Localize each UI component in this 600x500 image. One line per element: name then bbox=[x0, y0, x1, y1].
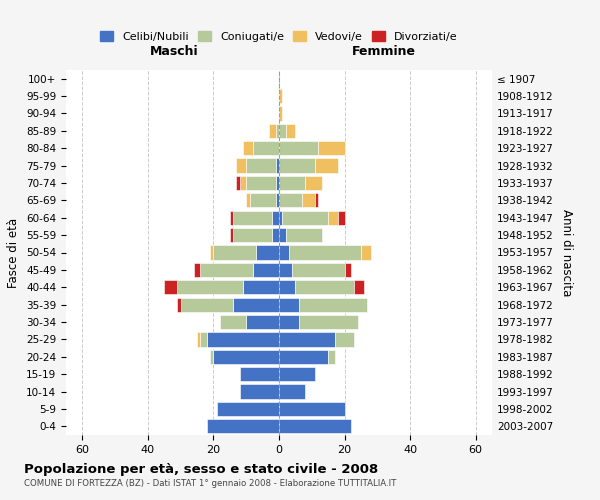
Bar bbox=[279, 158, 315, 172]
Bar bbox=[214, 350, 279, 364]
Bar bbox=[276, 124, 279, 138]
Bar bbox=[286, 124, 295, 138]
Bar bbox=[302, 193, 315, 208]
Bar bbox=[246, 158, 276, 172]
Bar bbox=[315, 193, 319, 208]
Bar bbox=[256, 246, 279, 260]
Bar bbox=[279, 367, 315, 382]
Bar bbox=[279, 141, 319, 156]
Bar bbox=[236, 176, 239, 190]
Bar bbox=[253, 141, 279, 156]
Bar bbox=[328, 210, 338, 225]
Bar bbox=[207, 332, 279, 346]
Bar bbox=[279, 263, 292, 277]
Bar bbox=[279, 350, 328, 364]
Bar bbox=[279, 193, 302, 208]
Bar bbox=[279, 246, 289, 260]
Bar bbox=[279, 298, 299, 312]
Bar bbox=[295, 280, 355, 294]
Bar bbox=[250, 193, 276, 208]
Bar bbox=[220, 315, 246, 329]
Bar bbox=[239, 367, 279, 382]
Bar bbox=[338, 210, 344, 225]
Bar bbox=[279, 228, 286, 242]
Text: Femmine: Femmine bbox=[352, 45, 416, 58]
Bar bbox=[279, 176, 305, 190]
Bar bbox=[217, 402, 279, 416]
Bar bbox=[246, 315, 279, 329]
Bar bbox=[279, 89, 282, 103]
Text: Popolazione per età, sesso e stato civile - 2008: Popolazione per età, sesso e stato civil… bbox=[24, 462, 378, 475]
Bar bbox=[279, 280, 295, 294]
Bar bbox=[181, 298, 233, 312]
Bar bbox=[210, 246, 214, 260]
Bar bbox=[361, 246, 371, 260]
Bar bbox=[243, 280, 279, 294]
Bar bbox=[279, 106, 282, 120]
Bar bbox=[279, 402, 344, 416]
Bar bbox=[239, 176, 246, 190]
Bar bbox=[272, 228, 279, 242]
Bar bbox=[279, 419, 351, 434]
Bar bbox=[230, 228, 233, 242]
Bar bbox=[230, 210, 233, 225]
Bar bbox=[279, 315, 299, 329]
Bar bbox=[207, 419, 279, 434]
Legend: Celibi/Nubili, Coniugati/e, Vedovi/e, Divorziati/e: Celibi/Nubili, Coniugati/e, Vedovi/e, Di… bbox=[97, 28, 461, 46]
Bar bbox=[253, 263, 279, 277]
Bar bbox=[239, 384, 279, 398]
Bar bbox=[200, 263, 253, 277]
Bar bbox=[243, 141, 253, 156]
Y-axis label: Anni di nascita: Anni di nascita bbox=[560, 209, 573, 296]
Bar bbox=[279, 332, 335, 346]
Bar bbox=[233, 210, 272, 225]
Bar bbox=[344, 263, 351, 277]
Bar bbox=[335, 332, 355, 346]
Text: COMUNE DI FORTEZZA (BZ) - Dati ISTAT 1° gennaio 2008 - Elaborazione TUTTITALIA.I: COMUNE DI FORTEZZA (BZ) - Dati ISTAT 1° … bbox=[24, 479, 397, 488]
Bar bbox=[272, 210, 279, 225]
Bar bbox=[315, 158, 338, 172]
Bar bbox=[178, 298, 181, 312]
Bar bbox=[178, 280, 243, 294]
Bar bbox=[276, 193, 279, 208]
Bar bbox=[276, 158, 279, 172]
Bar bbox=[236, 158, 246, 172]
Bar bbox=[233, 228, 272, 242]
Bar bbox=[233, 298, 279, 312]
Bar bbox=[269, 124, 276, 138]
Bar bbox=[299, 298, 367, 312]
Bar bbox=[200, 332, 207, 346]
Text: Maschi: Maschi bbox=[150, 45, 199, 58]
Bar bbox=[214, 246, 256, 260]
Bar bbox=[305, 176, 322, 190]
Bar bbox=[289, 246, 361, 260]
Bar bbox=[286, 228, 322, 242]
Bar bbox=[292, 263, 344, 277]
Bar bbox=[299, 315, 358, 329]
Y-axis label: Fasce di età: Fasce di età bbox=[7, 218, 20, 288]
Bar bbox=[210, 350, 214, 364]
Bar bbox=[246, 176, 276, 190]
Bar bbox=[319, 141, 344, 156]
Bar bbox=[328, 350, 335, 364]
Bar bbox=[194, 263, 200, 277]
Bar bbox=[282, 210, 328, 225]
Bar bbox=[279, 210, 282, 225]
Bar bbox=[197, 332, 200, 346]
Bar bbox=[246, 193, 250, 208]
Bar bbox=[279, 384, 305, 398]
Bar bbox=[355, 280, 364, 294]
Bar bbox=[276, 176, 279, 190]
Bar bbox=[164, 280, 178, 294]
Bar bbox=[279, 124, 286, 138]
